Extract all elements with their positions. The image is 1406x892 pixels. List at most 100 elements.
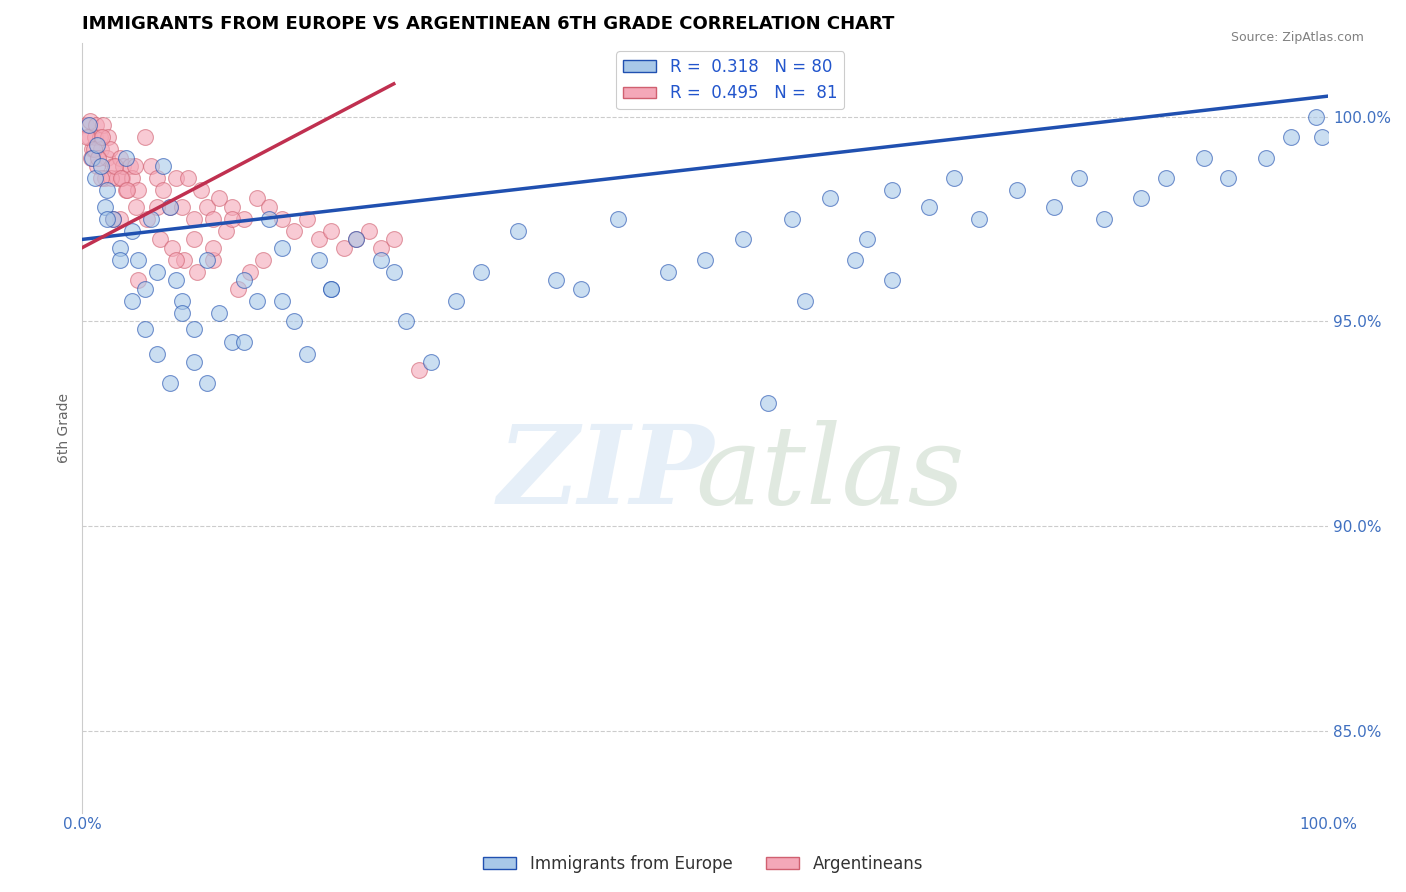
- Point: [86, 138, 108, 153]
- Point: [1067, 171, 1090, 186]
- Point: [105, 171, 128, 186]
- Point: [183, 355, 205, 369]
- Point: [125, 200, 148, 214]
- Point: [93, 171, 115, 186]
- Text: IMMIGRANTS FROM EUROPE VS ARGENTINEAN 6TH GRADE CORRELATION CHART: IMMIGRANTS FROM EUROPE VS ARGENTINEAN 6T…: [83, 15, 894, 33]
- Point: [569, 281, 592, 295]
- Point: [607, 211, 630, 226]
- Point: [127, 273, 149, 287]
- Point: [226, 281, 249, 295]
- Point: [110, 171, 132, 186]
- Point: [170, 200, 193, 214]
- Point: [83, 142, 105, 156]
- Point: [148, 232, 170, 246]
- Point: [96, 183, 118, 197]
- Point: [111, 171, 134, 186]
- Point: [233, 273, 256, 287]
- Point: [108, 252, 131, 267]
- Point: [252, 252, 274, 267]
- Point: [1254, 151, 1277, 165]
- Point: [80, 151, 103, 165]
- Point: [257, 211, 280, 226]
- Point: [84, 118, 107, 132]
- Point: [257, 200, 280, 214]
- Point: [202, 211, 225, 226]
- Point: [221, 200, 243, 214]
- Point: [202, 252, 225, 267]
- Point: [1092, 211, 1115, 226]
- Point: [943, 171, 966, 186]
- Point: [544, 273, 567, 287]
- Point: [202, 241, 225, 255]
- Point: [444, 293, 467, 308]
- Point: [880, 183, 903, 197]
- Point: [233, 211, 256, 226]
- Point: [96, 151, 118, 165]
- Point: [152, 183, 174, 197]
- Point: [270, 293, 292, 308]
- Point: [139, 211, 162, 226]
- Point: [98, 142, 121, 156]
- Point: [103, 211, 125, 226]
- Point: [170, 306, 193, 320]
- Point: [1279, 130, 1302, 145]
- Point: [344, 232, 367, 246]
- Point: [321, 281, 343, 295]
- Point: [321, 224, 343, 238]
- Point: [186, 265, 208, 279]
- Point: [1310, 130, 1333, 145]
- Point: [170, 293, 193, 308]
- Point: [152, 159, 174, 173]
- Point: [782, 211, 804, 226]
- Point: [969, 211, 991, 226]
- Point: [87, 151, 110, 165]
- Point: [321, 281, 343, 295]
- Point: [82, 151, 104, 165]
- Text: Source: ZipAtlas.com: Source: ZipAtlas.com: [1230, 31, 1364, 45]
- Point: [382, 232, 405, 246]
- Point: [856, 232, 879, 246]
- Point: [112, 159, 135, 173]
- Text: ZIP: ZIP: [498, 420, 714, 528]
- Point: [370, 252, 392, 267]
- Point: [190, 183, 212, 197]
- Point: [195, 200, 218, 214]
- Point: [844, 252, 866, 267]
- Point: [239, 265, 262, 279]
- Point: [395, 314, 418, 328]
- Point: [121, 293, 143, 308]
- Point: [344, 232, 367, 246]
- Point: [793, 293, 815, 308]
- Legend: Immigrants from Europe, Argentineans: Immigrants from Europe, Argentineans: [477, 848, 929, 880]
- Point: [104, 159, 127, 173]
- Point: [470, 265, 492, 279]
- Point: [1043, 200, 1066, 214]
- Point: [83, 130, 105, 145]
- Point: [89, 130, 111, 145]
- Point: [115, 183, 138, 197]
- Point: [880, 273, 903, 287]
- Point: [146, 200, 169, 214]
- Point: [146, 265, 169, 279]
- Point: [90, 159, 112, 173]
- Point: [370, 241, 392, 255]
- Point: [420, 355, 443, 369]
- Point: [77, 130, 100, 145]
- Point: [159, 376, 181, 390]
- Point: [165, 171, 187, 186]
- Point: [165, 252, 187, 267]
- Point: [93, 200, 115, 214]
- Point: [103, 211, 125, 226]
- Point: [177, 171, 200, 186]
- Point: [208, 306, 231, 320]
- Point: [76, 130, 98, 145]
- Point: [77, 118, 100, 132]
- Point: [270, 241, 292, 255]
- Point: [82, 142, 104, 156]
- Point: [146, 171, 169, 186]
- Point: [818, 191, 841, 205]
- Text: atlas: atlas: [695, 420, 965, 528]
- Point: [86, 159, 108, 173]
- Point: [1192, 151, 1215, 165]
- Point: [295, 211, 318, 226]
